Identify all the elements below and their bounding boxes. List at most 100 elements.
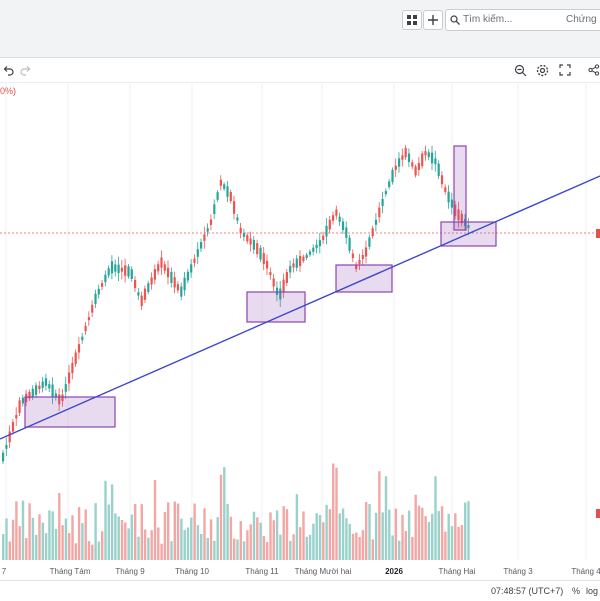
volume-bar	[173, 501, 176, 560]
redo-button[interactable]	[18, 62, 34, 78]
volume-bar	[431, 513, 434, 560]
volume-bar	[91, 544, 94, 560]
add-button[interactable]	[423, 10, 443, 30]
search-input[interactable]: Tìm kiếm... Chứng khoán	[445, 9, 600, 31]
layout-button[interactable]	[402, 10, 422, 30]
volume-bar	[464, 502, 467, 560]
market-select[interactable]: Chứng khoán	[566, 14, 600, 25]
volume-bar	[249, 524, 252, 560]
candle-body	[11, 421, 15, 432]
candle-body	[285, 272, 288, 283]
volume-marker	[596, 509, 600, 518]
candle-body	[299, 255, 302, 267]
price-chart[interactable]: 7 Tháng Tám Tháng 9 Tháng 10 Tháng 11 Tháng M…	[0, 82, 600, 580]
volume-bar	[21, 500, 25, 560]
chart-toolbar	[0, 58, 600, 83]
candle-body	[213, 204, 216, 215]
volume-bar	[467, 501, 470, 560]
volume-bar	[68, 533, 71, 560]
candle-body	[467, 224, 470, 229]
candle-body	[74, 352, 77, 364]
x-tick-label: Tháng 10	[175, 567, 209, 576]
zoom-button[interactable]	[512, 62, 528, 78]
volume-bar	[460, 524, 464, 560]
volume-bar	[272, 520, 275, 560]
grid-icon	[407, 15, 417, 25]
settings-button[interactable]	[534, 62, 550, 78]
volume-bar	[153, 480, 157, 560]
volume-bar	[183, 529, 186, 560]
volume-bar	[8, 541, 11, 560]
trend-line[interactable]	[0, 175, 600, 440]
candle-body	[348, 237, 351, 251]
highlight-box[interactable]	[246, 291, 306, 323]
volume-bar	[28, 503, 31, 560]
volume-bar	[315, 513, 318, 560]
volume-bar	[358, 537, 361, 560]
volume-bar	[341, 508, 345, 560]
volume-bar	[44, 533, 48, 560]
volume-bar	[127, 528, 130, 560]
highlight-box[interactable]	[453, 145, 467, 231]
highlight-boxes[interactable]	[24, 145, 497, 428]
x-tick-label: 7	[2, 567, 7, 576]
log-scale-button[interactable]: log	[586, 586, 599, 596]
volume-bar	[282, 505, 285, 560]
volume-bar	[206, 537, 209, 560]
volume-bar	[427, 522, 431, 560]
undo-icon	[3, 66, 14, 76]
x-tick-label: Tháng 4	[571, 567, 600, 576]
candle-body	[361, 254, 364, 259]
candle-body	[130, 269, 133, 279]
x-tick-label: Tháng Tám	[50, 567, 91, 576]
candle-body	[153, 269, 156, 280]
candle-body	[384, 191, 387, 195]
candle-body	[411, 162, 414, 167]
volume-bar	[38, 514, 41, 560]
candle-body	[345, 227, 348, 238]
volume-bar	[242, 541, 246, 560]
candle-body	[101, 283, 104, 287]
volume-bar	[285, 509, 289, 560]
candle-body	[282, 279, 285, 292]
fullscreen-button[interactable]	[557, 62, 573, 78]
candle-body	[77, 344, 81, 353]
volume-bar	[401, 514, 404, 560]
volume-bar	[407, 510, 411, 560]
candle-body	[120, 267, 123, 272]
volume-bar	[61, 525, 64, 560]
volume-bar	[110, 484, 114, 560]
candle-body	[457, 209, 460, 221]
candle-body	[38, 385, 41, 390]
candle-body	[401, 155, 404, 160]
candle-body	[223, 184, 226, 189]
candle-body	[216, 192, 219, 200]
x-tick-label: Tháng Hai	[439, 567, 476, 576]
candle-body	[2, 452, 5, 462]
candle-body	[279, 288, 282, 300]
candle-body	[275, 287, 279, 295]
volume-bar	[77, 507, 81, 560]
volume-bar	[176, 503, 180, 560]
percent-label: 0%)	[0, 86, 17, 96]
volume-bar	[35, 534, 38, 560]
candle-body	[398, 158, 401, 167]
volume-bar	[117, 516, 120, 560]
candle-body	[341, 221, 345, 231]
candle-body	[368, 237, 371, 247]
candle-body	[28, 392, 31, 399]
x-tick-label: Tháng 11	[245, 567, 279, 576]
volume-bar	[84, 509, 87, 560]
x-tick-label: Tháng Mười hai	[295, 567, 352, 576]
percent-scale-button[interactable]: %	[572, 586, 581, 596]
undo-button[interactable]	[0, 62, 16, 78]
candle-body	[391, 169, 394, 183]
volume-bar	[130, 514, 134, 560]
volume-bar	[170, 541, 173, 560]
candle-body	[81, 336, 84, 341]
volume-bar	[414, 494, 417, 560]
volume-bar	[71, 515, 74, 560]
volume-bar	[289, 540, 292, 560]
plus-icon	[428, 15, 438, 25]
share-button[interactable]	[586, 62, 600, 78]
